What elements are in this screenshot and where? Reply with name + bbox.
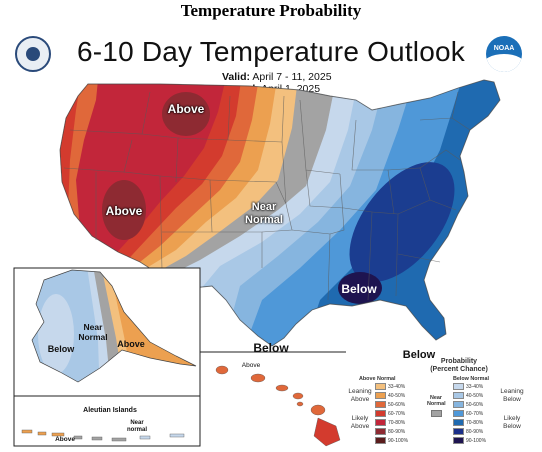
legend-below-swatch-0 bbox=[453, 383, 464, 390]
legend-title: Probability (Percent Chance) bbox=[430, 358, 488, 373]
aleutian-inset-frame bbox=[13, 395, 201, 447]
legend-above-range-6: 90-100% bbox=[388, 438, 409, 444]
label-below-south: Below bbox=[253, 341, 289, 355]
legend-above-swatch-5 bbox=[375, 428, 386, 435]
legend-leaning-below: Leaning Below bbox=[500, 388, 524, 403]
noaa-logo-text: NOAA bbox=[493, 45, 515, 52]
legend-below-swatch-1 bbox=[453, 392, 464, 399]
label-above-north: Above bbox=[167, 102, 205, 116]
department-of-commerce-seal-icon bbox=[15, 36, 51, 72]
valid-dates: Valid: April 7 - 11, 2025 bbox=[222, 71, 332, 83]
legend-above-range-4: 70-80% bbox=[388, 420, 406, 426]
label-below-southeast: Below bbox=[341, 282, 377, 296]
legend-likely-above: Likely Above bbox=[350, 415, 370, 430]
legend-above-swatch-4 bbox=[375, 419, 386, 426]
legend-below-range-0: 33-40% bbox=[466, 384, 484, 390]
valid-value: April 7 - 11, 2025 bbox=[252, 71, 332, 83]
hawaii-islands bbox=[215, 365, 341, 447]
aleutian-title: Aleutian Islands bbox=[83, 407, 137, 414]
legend-above-range-0: 33-40% bbox=[388, 384, 406, 390]
legend-near-normal-swatch bbox=[431, 410, 442, 417]
label-above-west: Above bbox=[105, 204, 143, 218]
legend-below-swatch-3 bbox=[453, 410, 464, 417]
legend-above-swatch-1 bbox=[375, 392, 386, 399]
legend-near-normal-label: Near Normal bbox=[427, 395, 446, 407]
legend-above-range-5: 80-90% bbox=[388, 429, 406, 435]
legend-below-swatch-6 bbox=[453, 437, 464, 444]
alaska-outline bbox=[31, 269, 197, 383]
legend-below-swatch-2 bbox=[453, 401, 464, 408]
legend-above-range-3: 60-70% bbox=[388, 411, 406, 417]
alaska-label-below: Below bbox=[47, 344, 75, 354]
noaa-logo-icon: NOAA bbox=[486, 36, 522, 72]
conus-state-boundaries bbox=[59, 79, 501, 347]
legend-above-range-2: 50-60% bbox=[388, 402, 406, 408]
legend-below-range-4: 70-80% bbox=[466, 420, 484, 426]
map-title: 6-10 Day Temperature Outlook bbox=[77, 36, 465, 67]
label-below-east: Below bbox=[402, 349, 436, 361]
label-near-normal: Near Normal bbox=[245, 201, 283, 226]
legend-below-range-3: 60-70% bbox=[466, 411, 484, 417]
legend-above-swatch-0 bbox=[375, 383, 386, 390]
legend-below-swatch-4 bbox=[453, 419, 464, 426]
legend-below-range-6: 90-100% bbox=[466, 438, 487, 444]
legend-below-range-5: 80-90% bbox=[466, 429, 484, 435]
legend-above-swatch-3 bbox=[375, 410, 386, 417]
legend-likely-below: Likely Below bbox=[503, 415, 521, 430]
alaska-label-above: Above bbox=[117, 339, 145, 349]
legend-above-range-1: 40-50% bbox=[388, 393, 406, 399]
legend-below-range-2: 50-60% bbox=[466, 402, 484, 408]
valid-label: Valid: bbox=[222, 71, 251, 83]
page-heading: Temperature Probability bbox=[180, 1, 362, 20]
aleutian-label-near-normal: Near normal bbox=[126, 420, 147, 433]
alaska-label-near-normal: Near Normal bbox=[78, 322, 108, 342]
aleutian-label-above: Above bbox=[55, 436, 75, 443]
legend-below-range-1: 40-50% bbox=[466, 393, 484, 399]
hawaii-label-above: Above bbox=[241, 362, 261, 369]
legend-leaning-above: Leaning Above bbox=[348, 388, 372, 403]
probability-legend: Probability (Percent Chance) Above Norma… bbox=[347, 355, 537, 449]
legend-below-normal-header: Below Normal bbox=[453, 376, 489, 382]
legend-above-swatch-6 bbox=[375, 437, 386, 444]
legend-above-normal-header: Above Normal bbox=[359, 376, 396, 382]
aleutian-islands-shapes bbox=[21, 429, 185, 442]
legend-above-swatch-2 bbox=[375, 401, 386, 408]
legend-below-swatch-5 bbox=[453, 428, 464, 435]
